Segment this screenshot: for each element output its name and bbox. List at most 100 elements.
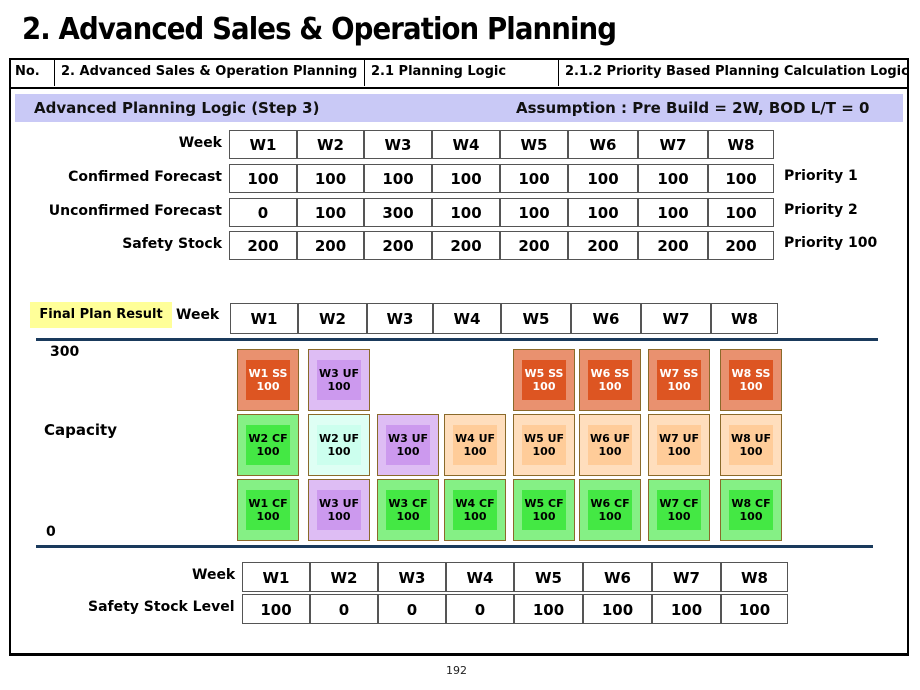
input-cell: 100	[568, 164, 638, 193]
plan-block-value: 100	[739, 380, 763, 393]
safety-stock-cell: 100	[583, 594, 652, 624]
plan-block-label: W3 UF	[318, 367, 360, 380]
priority-label: Priority 1	[784, 168, 858, 184]
plan-block-label: W8 SS	[731, 367, 771, 380]
plan-block-value: 100	[256, 380, 280, 393]
input-cell: 200	[229, 231, 297, 260]
plan-block: W8 CF 100	[720, 479, 782, 541]
page-number: 192	[446, 664, 467, 677]
plan-block-face: W3 UF 100	[317, 360, 361, 400]
input-cell: 100	[297, 198, 364, 227]
plan-block-label: W7 SS	[659, 367, 699, 380]
plan-block-label: W7 CF	[659, 497, 699, 510]
plan-block-label: W6 SS	[590, 367, 630, 380]
safety-week-header: W3	[378, 562, 446, 592]
input-row-label: Confirmed Forecast	[68, 169, 222, 185]
plan-block-face: W3 UF 100	[386, 425, 430, 465]
plan-block: W1 SS 100	[237, 349, 299, 411]
plan-block-face: W5 CF 100	[522, 490, 566, 530]
plan-block: W6 UF 100	[579, 414, 641, 476]
final-week-header: W1	[230, 303, 298, 334]
input-week-header: W7	[638, 130, 708, 159]
plan-block-face: W3 CF 100	[386, 490, 430, 530]
header-no-label: No.	[9, 58, 55, 86]
input-cell: 300	[364, 198, 432, 227]
final-week-header: W2	[298, 303, 367, 334]
plan-block: W3 CF 100	[377, 479, 439, 541]
plan-block-value: 100	[256, 445, 280, 458]
plan-block-label: W1 CF	[248, 497, 288, 510]
plan-block-face: W5 SS 100	[522, 360, 566, 400]
plan-block-value: 100	[667, 445, 691, 458]
plan-block: W5 SS 100	[513, 349, 575, 411]
chart-bottom-line	[36, 545, 873, 548]
plan-block-label: W8 UF	[730, 432, 772, 445]
plan-block: W3 UF 100	[308, 349, 370, 411]
plan-block-face: W4 UF 100	[453, 425, 497, 465]
plan-block: W3 UF 100	[308, 479, 370, 541]
input-cell: 200	[500, 231, 568, 260]
input-cell: 100	[708, 164, 774, 193]
final-week-header: W3	[367, 303, 433, 334]
plan-block: W5 UF 100	[513, 414, 575, 476]
safety-stock-cell: 100	[721, 594, 788, 624]
input-cell: 200	[708, 231, 774, 260]
input-cell: 200	[638, 231, 708, 260]
plan-block: W8 SS 100	[720, 349, 782, 411]
plan-block-value: 100	[667, 380, 691, 393]
plan-block: W6 SS 100	[579, 349, 641, 411]
plan-block-label: W5 SS	[524, 367, 564, 380]
plan-block-face: W8 CF 100	[729, 490, 773, 530]
plan-block-face: W8 SS 100	[729, 360, 773, 400]
safety-week-header: W8	[721, 562, 788, 592]
final-week-header: W8	[711, 303, 778, 334]
plan-block: W2 CF 100	[237, 414, 299, 476]
input-week-label: Week	[178, 135, 222, 151]
plan-block-value: 100	[532, 445, 556, 458]
input-cell: 200	[568, 231, 638, 260]
safety-stock-cell: 100	[242, 594, 310, 624]
input-cell: 200	[432, 231, 500, 260]
plan-block-face: W7 CF 100	[657, 490, 701, 530]
safety-week-header: W1	[242, 562, 310, 592]
header-subsection: 2.1 Planning Logic	[365, 58, 559, 86]
plan-block: W4 UF 100	[444, 414, 506, 476]
axis-top-label: 300	[50, 344, 80, 360]
plan-block: W7 SS 100	[648, 349, 710, 411]
input-row-label: Unconfirmed Forecast	[48, 203, 222, 219]
plan-block-label: W6 CF	[590, 497, 630, 510]
plan-block-value: 100	[598, 510, 622, 523]
final-week-label: Week	[176, 307, 220, 323]
input-cell: 100	[229, 164, 297, 193]
final-week-header: W7	[641, 303, 711, 334]
plan-block-face: W7 UF 100	[657, 425, 701, 465]
safety-stock-cell: 0	[378, 594, 446, 624]
plan-block: W6 CF 100	[579, 479, 641, 541]
input-cell: 100	[297, 164, 364, 193]
plan-block: W1 CF 100	[237, 479, 299, 541]
plan-block-label: W5 CF	[524, 497, 564, 510]
plan-block-label: W5 UF	[523, 432, 565, 445]
step-bar	[15, 94, 903, 122]
input-week-header: W8	[708, 130, 774, 159]
input-cell: 100	[708, 198, 774, 227]
plan-block: W8 UF 100	[720, 414, 782, 476]
plan-block: W2 UF 100	[308, 414, 370, 476]
plan-block-label: W3 CF	[388, 497, 428, 510]
plan-block: W7 CF 100	[648, 479, 710, 541]
assumption-text: Assumption : Pre Build = 2W, BOD L/T = 0	[516, 99, 870, 117]
plan-block-face: W2 UF 100	[317, 425, 361, 465]
plan-block-value: 100	[256, 510, 280, 523]
plan-block-face: W8 UF 100	[729, 425, 773, 465]
input-week-header: W1	[229, 130, 297, 159]
plan-block-label: W3 UF	[387, 432, 429, 445]
priority-label: Priority 2	[784, 202, 858, 218]
safety-stock-level-label: Safety Stock Level	[88, 599, 235, 615]
axis-bottom-label: 0	[46, 524, 56, 540]
plan-block-label: W1 SS	[248, 367, 288, 380]
plan-block-face: W1 CF 100	[246, 490, 290, 530]
plan-block-value: 100	[598, 445, 622, 458]
input-week-header: W6	[568, 130, 638, 159]
plan-block: W3 UF 100	[377, 414, 439, 476]
plan-block: W7 UF 100	[648, 414, 710, 476]
